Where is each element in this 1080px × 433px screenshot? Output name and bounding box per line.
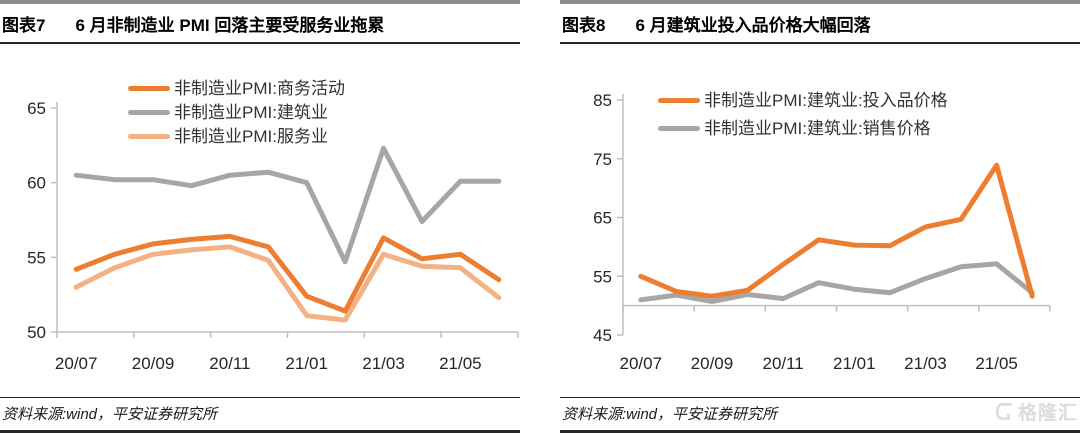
pmi-line-chart: 50 55 60 65 20/07 20/09 20/11 21/01 21/03 21/05	[27, 99, 519, 373]
legend-label: 非制造业PMI:建筑业:销售价格	[704, 119, 931, 138]
legend-line-swatch	[128, 86, 170, 91]
series-line	[638, 162, 1035, 299]
legend-item: 非制造业PMI:建筑业	[128, 102, 345, 123]
y-tick-label: 55	[27, 248, 46, 267]
legend-label: 非制造业PMI:商务活动	[174, 79, 345, 98]
source-note: 资料来源:wind，平安证券研究所	[562, 406, 778, 423]
legend-label: 非制造业PMI:服务业	[174, 127, 328, 146]
chart-legend: 非制造业PMI:商务活动 非制造业PMI:建筑业 非制造业PMI:服务业	[128, 78, 345, 147]
source-note: 资料来源:wind，平安证券研究所	[2, 406, 218, 423]
chart-legend: 非制造业PMI:建筑业:投入品价格 非制造业PMI:建筑业:销售价格	[658, 90, 948, 139]
gelonghui-watermark: 格隆汇	[995, 398, 1078, 425]
figure-panel-left: 图表7 6 月非制造业 PMI 回落主要受服务业拖累 50 55 60 65 20/07…	[0, 0, 520, 433]
legend-label: 非制造业PMI:建筑业:投入品价格	[704, 91, 948, 110]
legend-item: 非制造业PMI:建筑业:投入品价格	[658, 90, 948, 111]
legend-line-swatch	[128, 110, 170, 115]
figure-title: 6 月非制造业 PMI 回落主要受服务业拖累	[75, 16, 385, 35]
figure-title: 6 月建筑业投入品价格大幅回落	[635, 16, 871, 35]
figure-label: 图表7	[2, 16, 46, 35]
watermark-label: 格隆汇	[1017, 403, 1078, 424]
figure-title-bar: 图表7 6 月非制造业 PMI 回落主要受服务业拖累	[0, 0, 520, 44]
series-line	[638, 261, 1035, 304]
x-tick-label: 20/09	[691, 354, 734, 373]
source-bar: 资料来源:wind，平安证券研究所 格隆汇	[560, 397, 1080, 433]
x-tick-label: 21/01	[285, 354, 328, 373]
series-line	[73, 244, 502, 323]
gelonghui-logo-icon	[996, 403, 1012, 420]
x-tick-label: 21/03	[904, 354, 947, 373]
y-tick-label: 60	[27, 174, 46, 193]
x-tick-label: 21/05	[439, 354, 482, 373]
figure-panel-right: 图表8 6 月建筑业投入品价格大幅回落 45 55 65 75 85 20/07 20/09…	[560, 0, 1080, 433]
x-tick-label: 21/05	[975, 354, 1018, 373]
x-tick-label: 20/07	[55, 354, 98, 373]
y-tick-label: 85	[593, 91, 612, 110]
x-tick-label: 21/01	[833, 354, 876, 373]
y-tick-label: 75	[593, 150, 612, 169]
figure-label: 图表8	[562, 16, 606, 35]
legend-line-swatch	[658, 126, 700, 131]
legend-item: 非制造业PMI:商务活动	[128, 78, 345, 99]
y-tick-label: 65	[27, 99, 46, 118]
legend-label: 非制造业PMI:建筑业	[174, 103, 328, 122]
source-bar: 资料来源:wind，平安证券研究所	[0, 397, 520, 433]
x-tick-label: 20/09	[132, 354, 175, 373]
y-tick-label: 55	[593, 267, 612, 286]
x-tick-label: 21/03	[362, 354, 405, 373]
y-tick-label: 50	[27, 323, 46, 342]
x-tick-label: 20/11	[209, 354, 250, 373]
series-line	[73, 145, 502, 265]
figure-title-bar: 图表8 6 月建筑业投入品价格大幅回落	[560, 0, 1080, 44]
legend-item: 非制造业PMI:建筑业:销售价格	[658, 118, 948, 139]
series-line	[73, 233, 502, 314]
x-tick-label: 20/11	[762, 354, 803, 373]
legend-line-swatch	[128, 134, 170, 139]
x-tick-label: 20/07	[620, 354, 663, 373]
legend-line-swatch	[658, 98, 700, 103]
construction-price-line-chart: 45 55 65 75 85 20/07 20/09 20/11 21/01 21/03 21/05	[593, 91, 1051, 373]
y-tick-label: 65	[593, 209, 612, 228]
y-tick-label: 45	[593, 326, 612, 345]
legend-item: 非制造业PMI:服务业	[128, 126, 345, 147]
